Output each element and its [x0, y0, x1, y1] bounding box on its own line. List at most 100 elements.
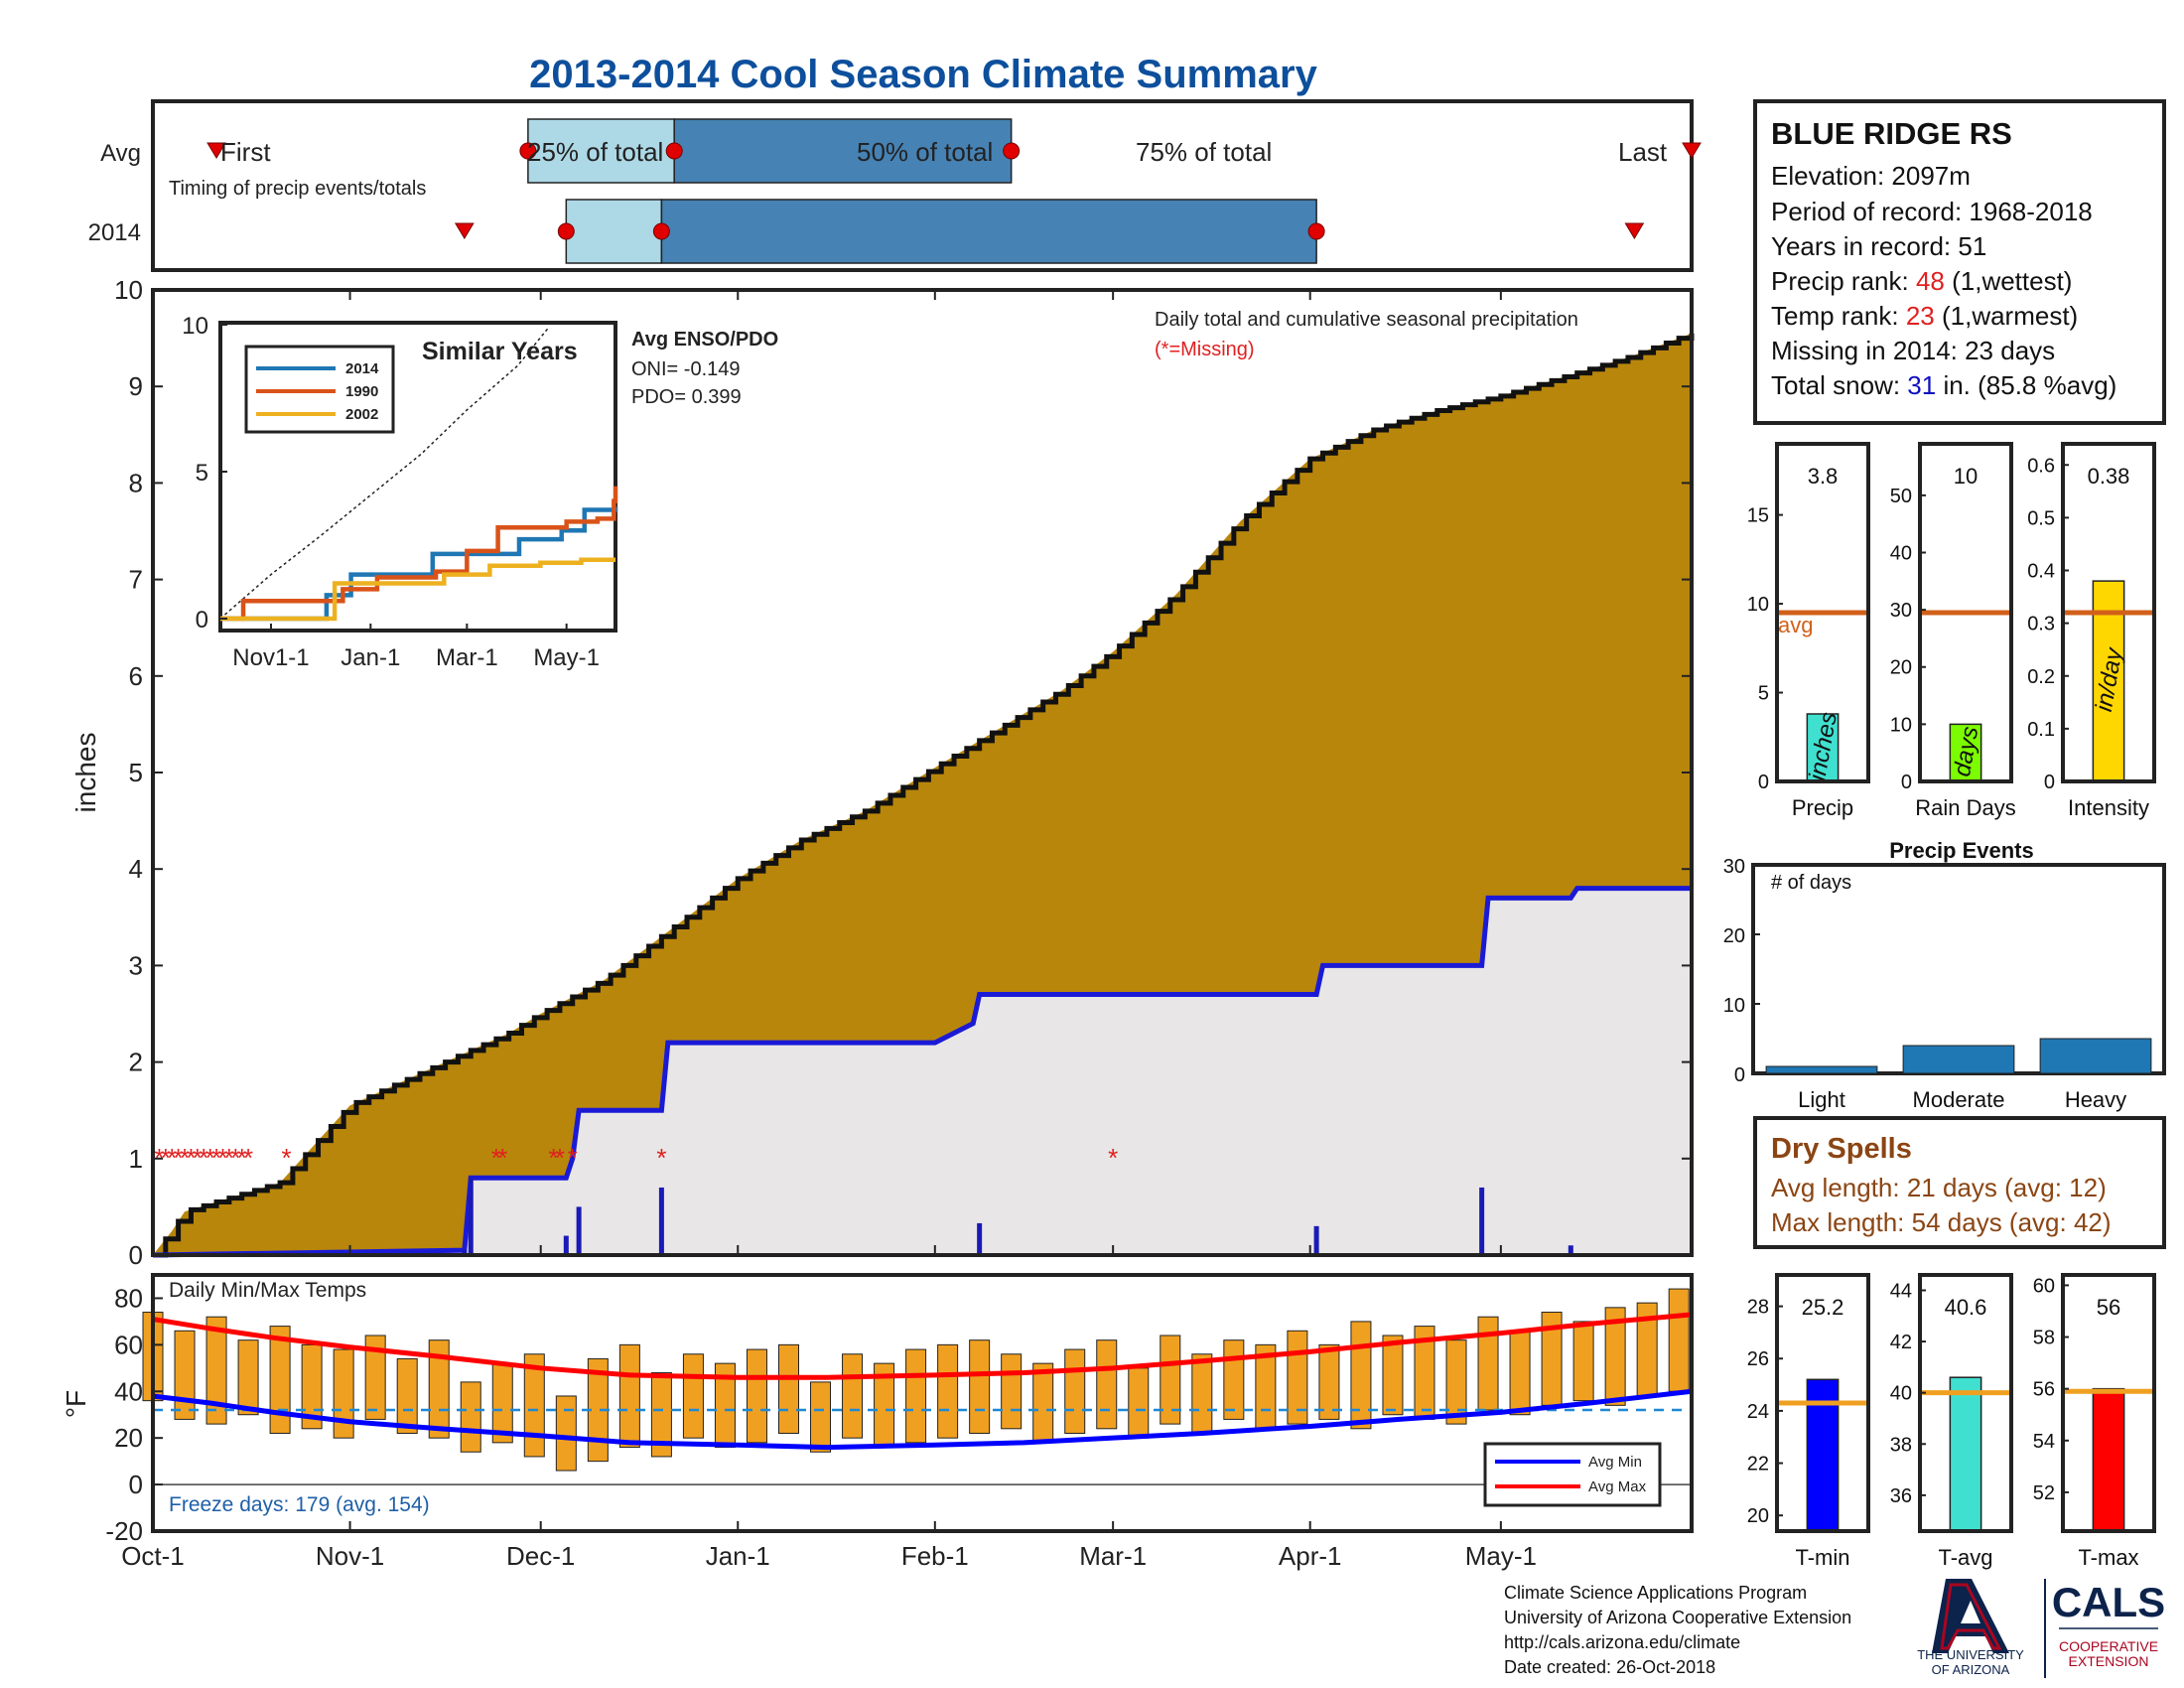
- timing-dot-2014-0: [557, 222, 575, 240]
- missing-day-marker: *: [224, 1143, 234, 1173]
- date-tick-label: Oct-1: [121, 1541, 185, 1571]
- inset-average-line: [219, 327, 550, 620]
- date-tick-label: Dec-1: [506, 1541, 575, 1571]
- legend-avg-max: Avg Max: [1588, 1478, 1647, 1495]
- missing-day-marker: *: [555, 1143, 565, 1173]
- figure-title: 2013-2014 Cool Season Climate Summary: [529, 53, 1317, 96]
- daily-temp-range-bar: [174, 1330, 196, 1420]
- station-info: BLUE RIDGE RS Elevation: 2097m Period of…: [1753, 99, 2166, 425]
- daily-temp-range-bar: [937, 1343, 959, 1439]
- timing-row-label-2014: 2014: [88, 219, 141, 246]
- temp-ytick-label: -20: [105, 1516, 143, 1546]
- timing-dot-Avg-2: [1003, 142, 1021, 160]
- inset-series-1990: [220, 486, 618, 622]
- daily-temp-range-bar: [1382, 1335, 1404, 1416]
- stat-panel-frame: [2061, 442, 2156, 783]
- stat-panel-frame: [1918, 1273, 2013, 1533]
- events-frame: [1751, 863, 2166, 1075]
- timing-bar-25-50-2014: [565, 199, 663, 264]
- station-name: BLUE RIDGE RS: [1771, 116, 2012, 151]
- stat-panel-frame: [1918, 442, 2013, 783]
- timing-dot-Avg-1: [665, 142, 683, 160]
- daily-precip-bar: [977, 1222, 983, 1255]
- footer-line-1: Climate Science Applications Program: [1504, 1583, 1807, 1603]
- timing-label-last: Last: [1618, 137, 1668, 167]
- events-ylabel: # of days: [1771, 872, 1851, 894]
- station-period: Period of record: 1968-2018: [1771, 197, 2093, 226]
- precip-panel: *********************** 0 1 2 3 4 5 6 7 8 9 10 inc…: [70, 275, 1695, 1270]
- stat-ytick-label: 56: [2033, 1379, 2055, 1401]
- daily-temp-range-bar: [428, 1339, 450, 1439]
- inset-xtick-label: May-1: [533, 644, 600, 671]
- temps-legend: Avg Min Avg Max: [1483, 1442, 1662, 1507]
- date-tick-label: Nov-1: [316, 1541, 384, 1571]
- missing-day-marker: *: [180, 1143, 190, 1173]
- daily-precip-bar: [658, 1187, 664, 1255]
- stat-ytick-label: 38: [1890, 1434, 1912, 1456]
- missing-day-marker: *: [281, 1143, 291, 1173]
- timing-label-first: First: [220, 137, 271, 167]
- university-of-arizona-logo: THE UNIVERSITY OF ARIZONA CALS COOPERATI…: [1917, 1579, 2165, 1678]
- stat-ytick-label: 30: [1890, 600, 1912, 622]
- stat-bar-T-max: [2092, 1387, 2125, 1532]
- dry-spells: Dry Spells Avg length: 21 days (avg: 12)…: [1753, 1116, 2166, 1249]
- stat-ytick-label: 26: [1747, 1348, 1769, 1370]
- temperature-panel: -20 0 20 40 60 80 Daily Min/Max Temps °F Free…: [61, 1273, 1694, 1546]
- stat-panel-frame: [1775, 442, 1870, 783]
- timing-bar-25-50-Avg: [527, 118, 675, 184]
- stat-ytick-label: 0.4: [2027, 561, 2055, 583]
- inset-xtick-label: Jan-1: [341, 644, 400, 671]
- missing-day-marker: *: [1108, 1143, 1118, 1173]
- daily-temp-range-bar: [618, 1343, 640, 1449]
- stat-ytick-label: 54: [2033, 1431, 2055, 1453]
- stat-avg-label: avg: [1778, 613, 1813, 637]
- stat-ytick-label: 10: [1890, 714, 1912, 736]
- legend-label-2014: 2014: [345, 360, 379, 377]
- stat-panel-frame: [1775, 1273, 1870, 1533]
- stat-ytick-label: 0.2: [2027, 666, 2055, 688]
- dry-avg-length: Avg length: 21 days (avg: 12): [1771, 1173, 2107, 1202]
- stat-category-label: T-max: [2078, 1545, 2138, 1570]
- timing-triangle-2014-last: [1624, 222, 1645, 239]
- precip-axes: 0 1 2 3 4 5 6 7 8 9 10: [114, 275, 1692, 1270]
- missing-day-marker: *: [211, 1143, 221, 1173]
- precip-events-title: Precip Events: [1889, 838, 2034, 863]
- similar-years-plot: 0 5 10 Nov1-1 Jan-1 Mar-1 May-1: [182, 313, 618, 671]
- cals-sub-1: COOPERATIVE: [2059, 1638, 2158, 1654]
- daily-temp-range-bar: [1509, 1330, 1531, 1416]
- timing-triangle-2014-first: [454, 222, 475, 239]
- station-temp-rank: Temp rank: 23 (1,warmest): [1771, 301, 2078, 331]
- event-ytick-label: 10: [1723, 995, 1745, 1017]
- precip-plot-area: ***********************: [152, 333, 1695, 1258]
- date-tick-label: Feb-1: [901, 1541, 969, 1571]
- daily-temp-range-bar: [396, 1357, 418, 1434]
- daily-temp-range-bar: [777, 1343, 799, 1434]
- average-cumulative-outline: [153, 333, 1695, 1258]
- precip-ytick-label: 10: [114, 275, 143, 305]
- daily-temp-range-bar: [555, 1395, 577, 1472]
- daily-temp-range-bar: [1604, 1307, 1626, 1406]
- cals-sub-2: EXTENSION: [2069, 1653, 2149, 1669]
- missing-note: (*=Missing): [1155, 339, 1255, 360]
- stat-ytick-label: 40: [1890, 1383, 1912, 1405]
- daily-temp-range-bar: [682, 1353, 704, 1439]
- stat-ytick-label: 60: [2033, 1275, 2055, 1297]
- pdo-value: PDO= 0.399: [631, 386, 742, 408]
- footer: Climate Science Applications Program Uni…: [1504, 1583, 1851, 1677]
- event-ytick-label: 0: [1734, 1064, 1745, 1086]
- stat-bar-Rain Days: [1949, 723, 1982, 782]
- station-elevation: Elevation: 2097m: [1771, 161, 1971, 191]
- daily-temp-range-bar: [969, 1339, 991, 1434]
- missing-day-marker: *: [167, 1143, 177, 1173]
- stat-ytick-label: 0: [1901, 772, 1912, 793]
- daily-temp-range-bar: [364, 1335, 386, 1420]
- stat-bar-Precip: [1806, 713, 1840, 782]
- precip-ylabel: inches: [70, 733, 101, 813]
- dry-max-length: Max length: 54 days (avg: 42): [1771, 1207, 2112, 1237]
- timing-triangle-Avg-last: [1682, 142, 1702, 159]
- precip-events-panel: Precip Events Light Moderate Heavy0102030 …: [1723, 838, 2166, 1112]
- stat-ytick-label: 0: [2044, 772, 2055, 793]
- daily-precip-bar: [462, 1250, 468, 1255]
- inset-xtick-label: Nov1-1: [232, 644, 309, 671]
